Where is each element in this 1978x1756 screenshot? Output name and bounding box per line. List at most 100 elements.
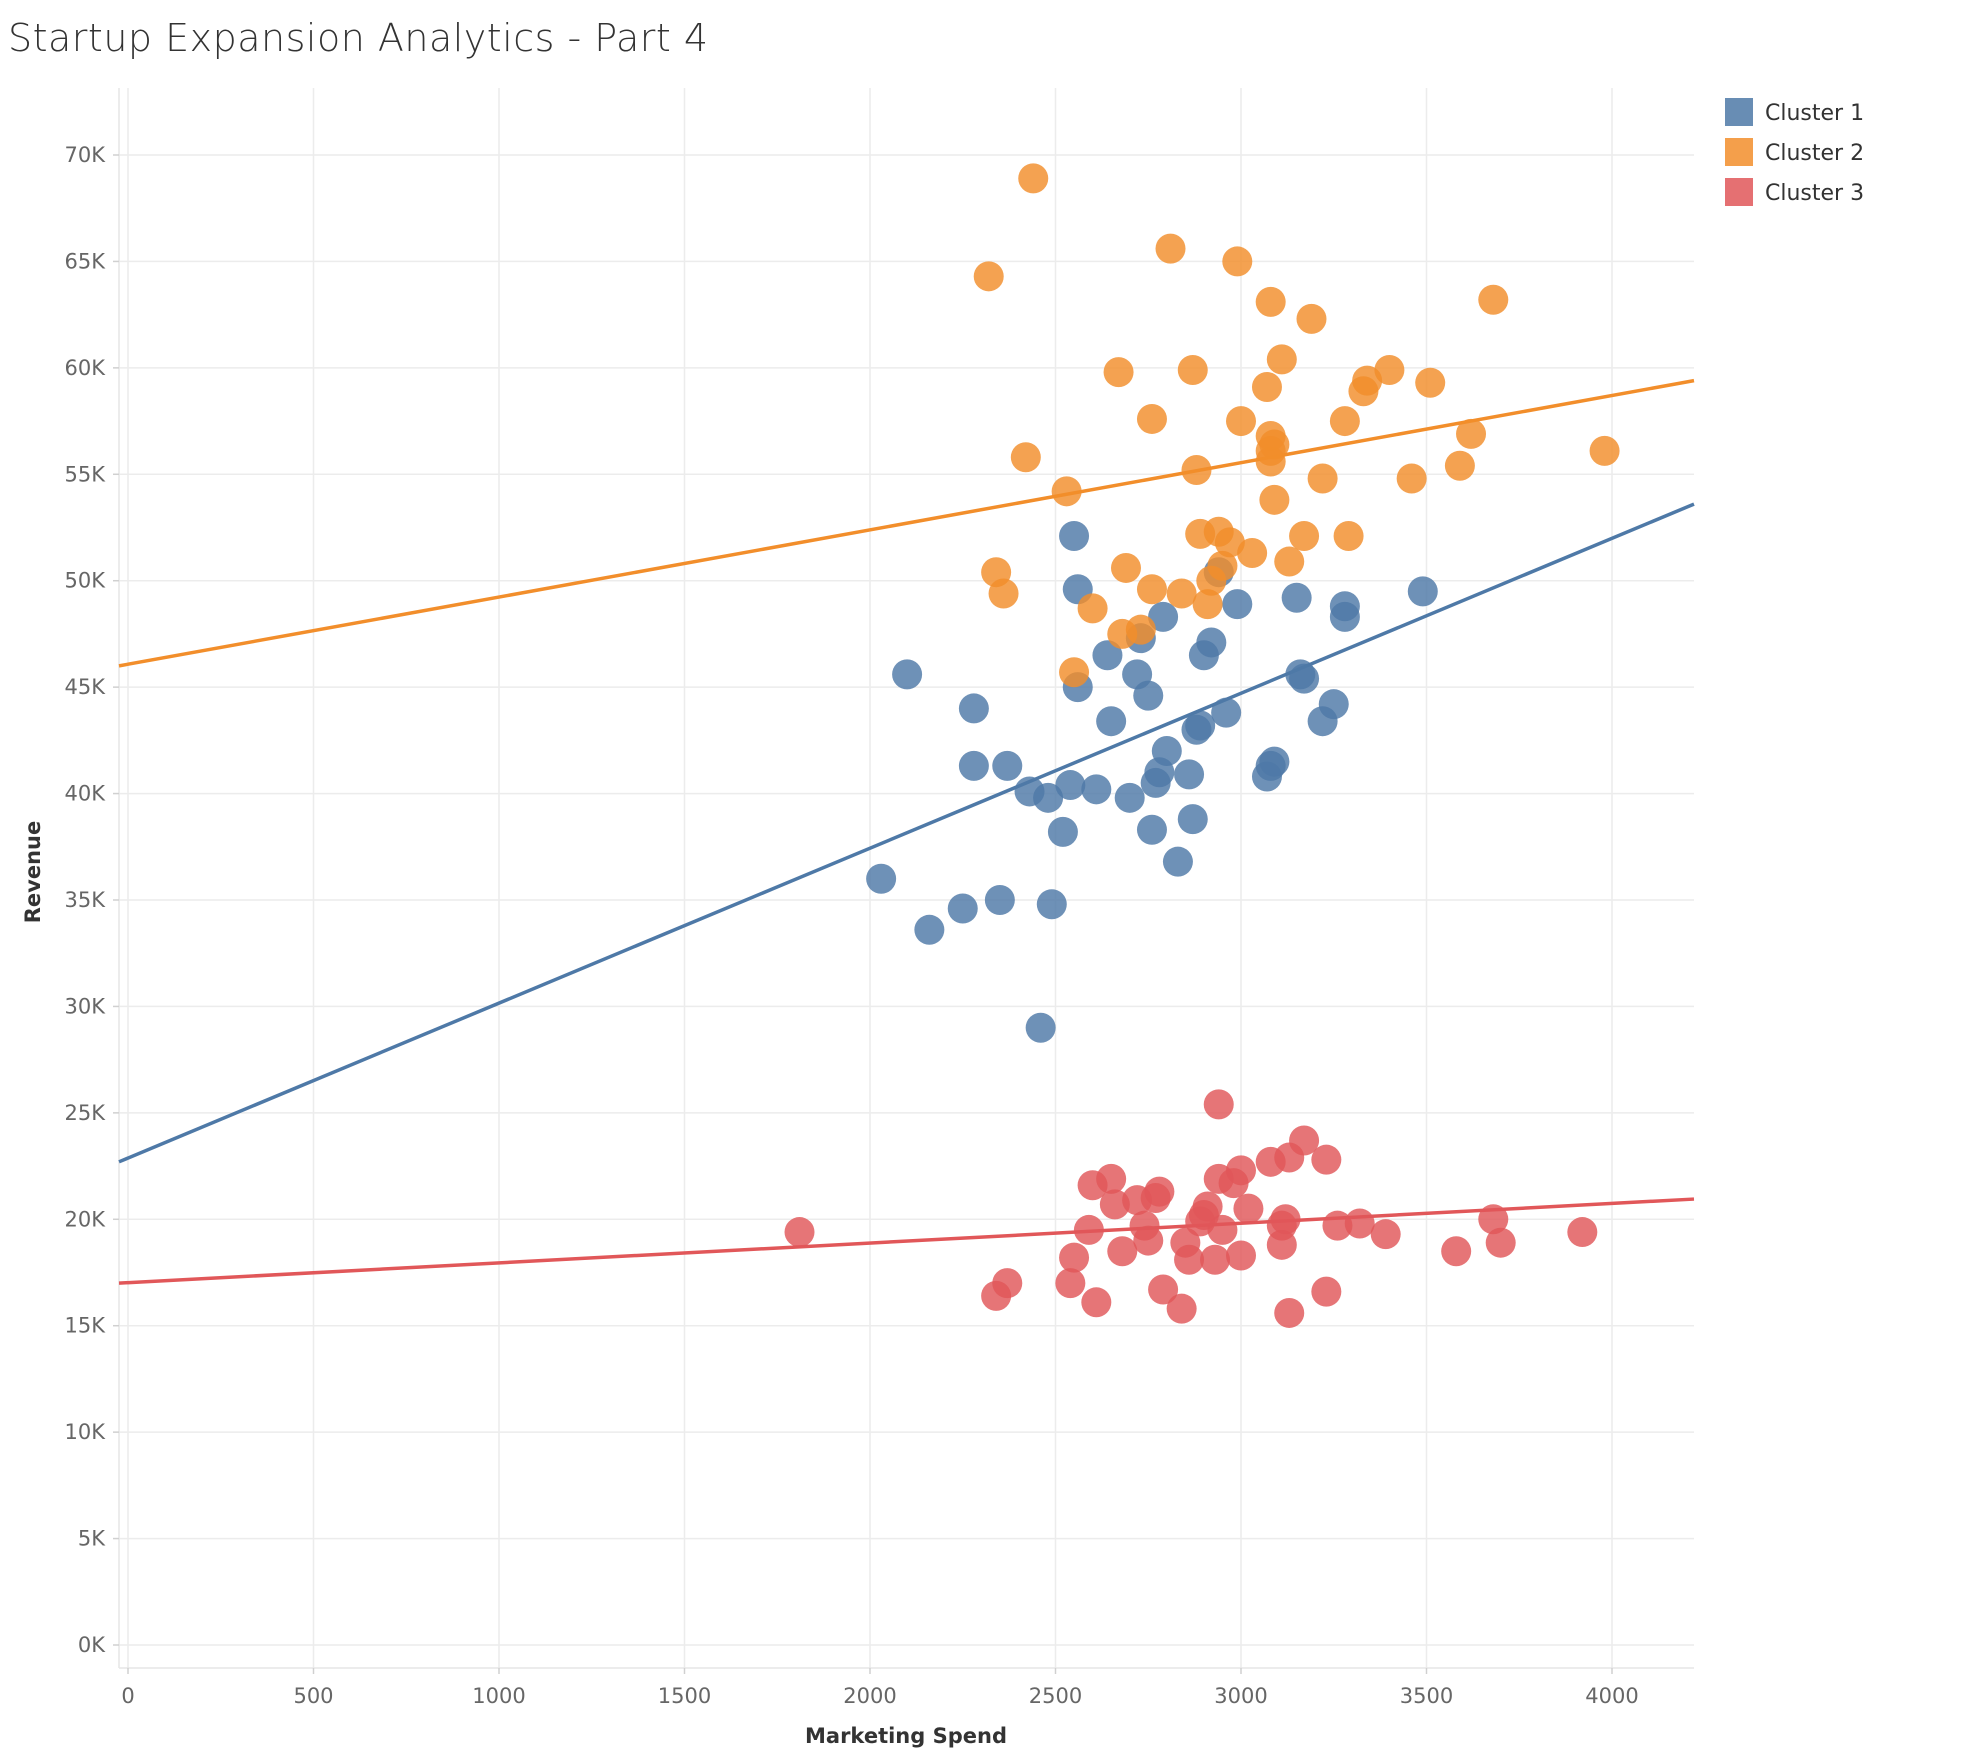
cluster-1-point — [1196, 627, 1227, 658]
cluster-3-point — [784, 1217, 815, 1248]
cluster-1-point — [1055, 770, 1086, 801]
cluster-2-point — [1589, 435, 1620, 466]
cluster-1-legend-swatch — [1725, 98, 1753, 126]
axes — [118, 88, 1694, 1669]
cluster-2-point — [1207, 550, 1238, 581]
trendlines — [118, 378, 1695, 1285]
cluster-3-point — [1081, 1287, 1112, 1318]
cluster-2-point — [1136, 403, 1167, 434]
y-tick-label: 30K — [65, 994, 107, 1018]
cluster-1-point — [914, 914, 945, 945]
cluster-2-point — [1181, 455, 1212, 486]
cluster-1-point — [1329, 601, 1360, 632]
cluster-1-point — [1289, 663, 1320, 694]
cluster-3-point — [1344, 1208, 1375, 1239]
y-tick-label: 5K — [78, 1527, 106, 1551]
cluster-2-trendline — [118, 378, 1695, 668]
cluster-1-point — [1281, 582, 1312, 613]
cluster-3-point — [1207, 1214, 1238, 1245]
cluster-1-point — [1407, 576, 1438, 607]
cluster-2-point — [1155, 233, 1186, 264]
cluster-2-point — [1251, 372, 1282, 403]
cluster-3-point — [1096, 1163, 1127, 1194]
cluster-3-point — [1478, 1204, 1509, 1235]
cluster-3-point — [1226, 1240, 1256, 1271]
cluster-3-point — [1311, 1144, 1342, 1175]
cluster-3-point — [1270, 1204, 1301, 1235]
cluster-2-point — [1329, 406, 1360, 437]
cluster-1-point — [1162, 846, 1193, 877]
cluster-1-point — [1177, 804, 1208, 835]
cluster-1-point — [1136, 814, 1167, 845]
cluster-3-point — [1233, 1193, 1264, 1224]
cluster-3-point — [1200, 1244, 1231, 1275]
y-axis-title: Revenue — [21, 821, 45, 924]
cluster-3-point — [1370, 1219, 1401, 1250]
cluster-3-point — [1311, 1276, 1342, 1307]
cluster-1-point — [1092, 640, 1123, 671]
cluster-2-point — [1478, 284, 1509, 315]
x-tick-label: 2000 — [843, 1684, 896, 1708]
cluster-1-point — [1133, 680, 1164, 711]
cluster-1-point — [892, 659, 923, 690]
cluster-1-point — [1259, 746, 1290, 777]
cluster-1-point — [1025, 1012, 1056, 1043]
cluster-1-point — [1081, 774, 1112, 805]
cluster-2-point — [1307, 463, 1338, 494]
cluster-3-legend-label: Cluster 3 — [1765, 181, 1864, 206]
y-tick-label: 10K — [65, 1420, 107, 1444]
cluster-3-trendline — [118, 1197, 1695, 1285]
gridlines — [119, 88, 1694, 1668]
cluster-1-legend-label: Cluster 1 — [1765, 101, 1864, 126]
cluster-3-point — [1059, 1242, 1090, 1273]
cluster-3-point — [1203, 1089, 1234, 1120]
cluster-2-legend-swatch — [1725, 138, 1753, 166]
cluster-3-legend-swatch — [1725, 178, 1753, 206]
cluster-3-point — [1192, 1191, 1223, 1222]
cluster-1-point — [1174, 759, 1205, 790]
cluster-1-point — [1151, 736, 1182, 766]
cluster-3-point — [1166, 1293, 1197, 1324]
cluster-2-point — [1352, 365, 1383, 396]
cluster-2-point — [1077, 593, 1108, 624]
cluster-1-point — [1036, 889, 1067, 920]
cluster-2-point — [973, 261, 1004, 292]
y-tick-label: 55K — [65, 462, 107, 486]
cluster-2-point — [1010, 442, 1041, 473]
y-tick-label: 35K — [65, 888, 107, 912]
cluster-3-point — [1266, 1229, 1297, 1260]
x-axis-ticks: 0 500 1000 1500 2000 2500 3000 3500 4000 — [121, 1668, 1639, 1708]
cluster-2-point — [1415, 367, 1446, 398]
cluster-1-point — [1033, 782, 1064, 813]
y-tick-label: 40K — [65, 782, 107, 806]
cluster-1-point — [1211, 697, 1242, 728]
cluster-3-point — [1107, 1236, 1138, 1267]
cluster-2-point — [1259, 484, 1290, 515]
cluster-3-point — [992, 1268, 1023, 1299]
y-tick-label: 50K — [65, 569, 107, 593]
cluster-3-point — [1144, 1176, 1175, 1207]
y-axis-ticks: 0K 5K 10K 15K 20K 25K 30K 35K 40K 45K 50K 55K 60K 65K… — [65, 143, 119, 1657]
cluster-1-trendline — [118, 502, 1695, 1164]
cluster-3-point — [1289, 1125, 1320, 1156]
x-tick-label: 0 — [121, 1684, 134, 1708]
cluster-2-point — [1255, 286, 1286, 317]
y-tick-label: 0K — [78, 1633, 106, 1657]
cluster-2-point — [1374, 354, 1405, 385]
cluster-2-point — [1177, 354, 1208, 385]
cluster-1-point — [1114, 782, 1145, 813]
y-tick-label: 45K — [65, 675, 107, 699]
y-tick-label: 20K — [65, 1207, 107, 1231]
cluster-3-point — [1099, 1189, 1130, 1220]
cluster-2-point — [1237, 538, 1268, 569]
cluster-2-point — [1059, 657, 1090, 688]
y-tick-label: 70K — [65, 143, 107, 167]
cluster-3-point — [1133, 1225, 1164, 1256]
cluster-1-point — [958, 693, 989, 724]
cluster-2-point — [1110, 552, 1141, 583]
x-tick-label: 3000 — [1214, 1684, 1267, 1708]
cluster-3-point — [1073, 1214, 1104, 1245]
x-tick-label: 4000 — [1585, 1684, 1638, 1708]
cluster-1-point — [1318, 689, 1349, 720]
